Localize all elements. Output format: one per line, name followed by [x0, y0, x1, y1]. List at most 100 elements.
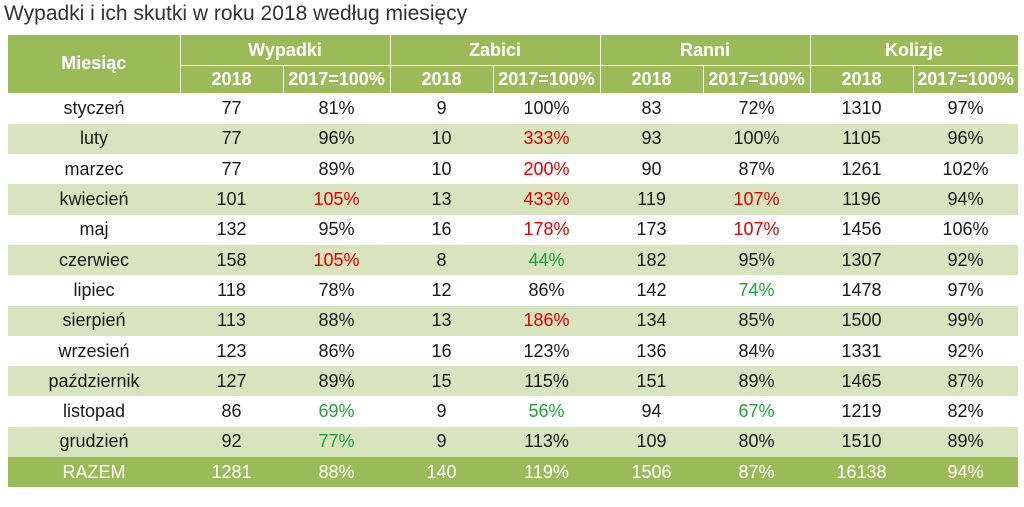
group-header-ranni: Ranni: [600, 35, 811, 66]
index-cell: 107%: [733, 219, 780, 240]
subheader-year: 2018: [810, 65, 914, 93]
index-cell: 178%: [523, 219, 570, 240]
total-cell: 88%: [283, 457, 390, 488]
month-cell: sierpień: [8, 305, 180, 336]
index-cell: 95%: [703, 244, 811, 276]
table-row: sierpień 113 88% 13 186% 134 85% 1500 99%: [8, 305, 1019, 336]
total-cell: 119%: [493, 457, 601, 488]
count-cell: 1310: [841, 97, 882, 118]
count-cell: 16: [431, 340, 452, 361]
index-cell: 56%: [528, 401, 565, 422]
index-cell: 92%: [913, 244, 1019, 276]
month-cell: grudzień: [8, 426, 180, 458]
count-cell: 142: [636, 279, 667, 300]
count-cell: 151: [600, 366, 704, 397]
index-cell: 106%: [942, 219, 989, 240]
month-cell: wrzesień: [58, 340, 130, 361]
index-cell: 97%: [947, 97, 984, 118]
index-cell: 100%: [523, 97, 570, 118]
subheader-year: 2018: [390, 65, 494, 93]
count-cell: 16: [431, 219, 452, 240]
page-title: Wypadki i ich skutki w roku 2018 według …: [4, 2, 468, 25]
count-cell: 132: [216, 219, 247, 240]
total-cell: 1281: [180, 457, 283, 488]
subheader-index: 2017=100%: [913, 65, 1019, 93]
group-header-zabici: Zabici: [390, 35, 601, 66]
total-cell: 140: [390, 457, 493, 488]
index-cell: 89%: [913, 426, 1019, 458]
count-cell: 158: [180, 244, 283, 276]
index-cell: 86%: [318, 340, 355, 361]
count-cell: 173: [636, 219, 667, 240]
count-cell: 101: [180, 184, 283, 215]
index-cell: 95%: [318, 219, 355, 240]
index-cell: 87%: [913, 366, 1019, 397]
count-cell: 1510: [810, 426, 914, 458]
count-cell: 77: [221, 158, 242, 179]
month-cell: styczeń: [63, 98, 125, 119]
index-cell: 89%: [283, 366, 390, 397]
total-row: RAZEM 1281 88% 140 119% 1506 87% 16138 9…: [8, 457, 1019, 488]
group-header-wypadki: Wypadki: [180, 35, 391, 66]
count-cell: 77: [221, 97, 242, 118]
count-cell: 86: [221, 401, 242, 422]
index-cell: 96%: [283, 123, 390, 155]
count-cell: 9: [436, 401, 447, 422]
count-cell: 1196: [810, 184, 914, 215]
count-cell: 13: [390, 305, 493, 336]
count-cell: 113: [180, 305, 283, 336]
index-cell: 88%: [283, 305, 390, 336]
index-cell: 86%: [528, 279, 565, 300]
table-row: czerwiec 158 105% 8 44% 182 95% 1307 92%: [8, 244, 1019, 276]
subheader-year: 2018: [180, 65, 284, 93]
index-cell: 107%: [703, 184, 811, 215]
month-cell: listopad: [62, 401, 126, 422]
index-cell: 44%: [493, 244, 601, 276]
index-cell: 87%: [738, 158, 775, 179]
count-cell: 94: [641, 401, 662, 422]
table-row: grudzień 92 77% 9 113% 109 80% 1510 89%: [8, 426, 1019, 458]
table-row: lipiec 118 78% 12 86% 142 74% 1478 97%: [8, 275, 1018, 305]
month-cell: czerwiec: [8, 244, 180, 276]
table-row: kwiecień 101 105% 13 433% 119 107% 1196 94%: [8, 184, 1019, 215]
total-label: RAZEM: [8, 457, 180, 488]
count-cell: 12: [431, 279, 452, 300]
month-cell: lipiec: [73, 279, 115, 300]
count-cell: 1465: [810, 366, 914, 397]
count-cell: 1105: [810, 123, 914, 155]
count-cell: 15: [390, 366, 493, 397]
month-cell: maj: [79, 219, 109, 240]
count-cell: 90: [641, 158, 662, 179]
index-cell: 94%: [913, 184, 1019, 215]
index-cell: 115%: [493, 366, 601, 397]
count-cell: 182: [600, 244, 704, 276]
index-cell: 67%: [738, 401, 775, 422]
month-cell: kwiecień: [8, 184, 180, 215]
index-cell: 72%: [738, 97, 775, 118]
count-cell: 119: [600, 184, 704, 215]
index-cell: 200%: [523, 158, 570, 179]
index-cell: 113%: [493, 426, 601, 458]
table-row: listopad 86 69% 9 56% 94 67% 1219 82%: [8, 396, 1018, 426]
table-row: luty 77 96% 10 333% 93 100% 1105 96%: [8, 123, 1019, 155]
month-cell: październik: [8, 366, 180, 397]
index-cell: 186%: [493, 305, 601, 336]
total-cell: 94%: [913, 457, 1019, 488]
count-cell: 9: [436, 97, 447, 118]
subheader-year: 2018: [600, 65, 704, 93]
index-cell: 105%: [283, 244, 390, 276]
count-cell: 1219: [841, 401, 882, 422]
index-cell: 82%: [947, 401, 984, 422]
index-cell: 100%: [703, 123, 811, 155]
count-cell: 134: [600, 305, 704, 336]
count-cell: 77: [180, 123, 283, 155]
index-cell: 102%: [942, 158, 989, 179]
index-cell: 99%: [913, 305, 1019, 336]
total-cell: 1506: [600, 457, 704, 488]
count-cell: 83: [641, 97, 662, 118]
count-cell: 9: [390, 426, 493, 458]
index-cell: 97%: [947, 279, 984, 300]
count-cell: 93: [600, 123, 704, 155]
index-cell: 78%: [318, 279, 355, 300]
count-cell: 10: [431, 158, 452, 179]
